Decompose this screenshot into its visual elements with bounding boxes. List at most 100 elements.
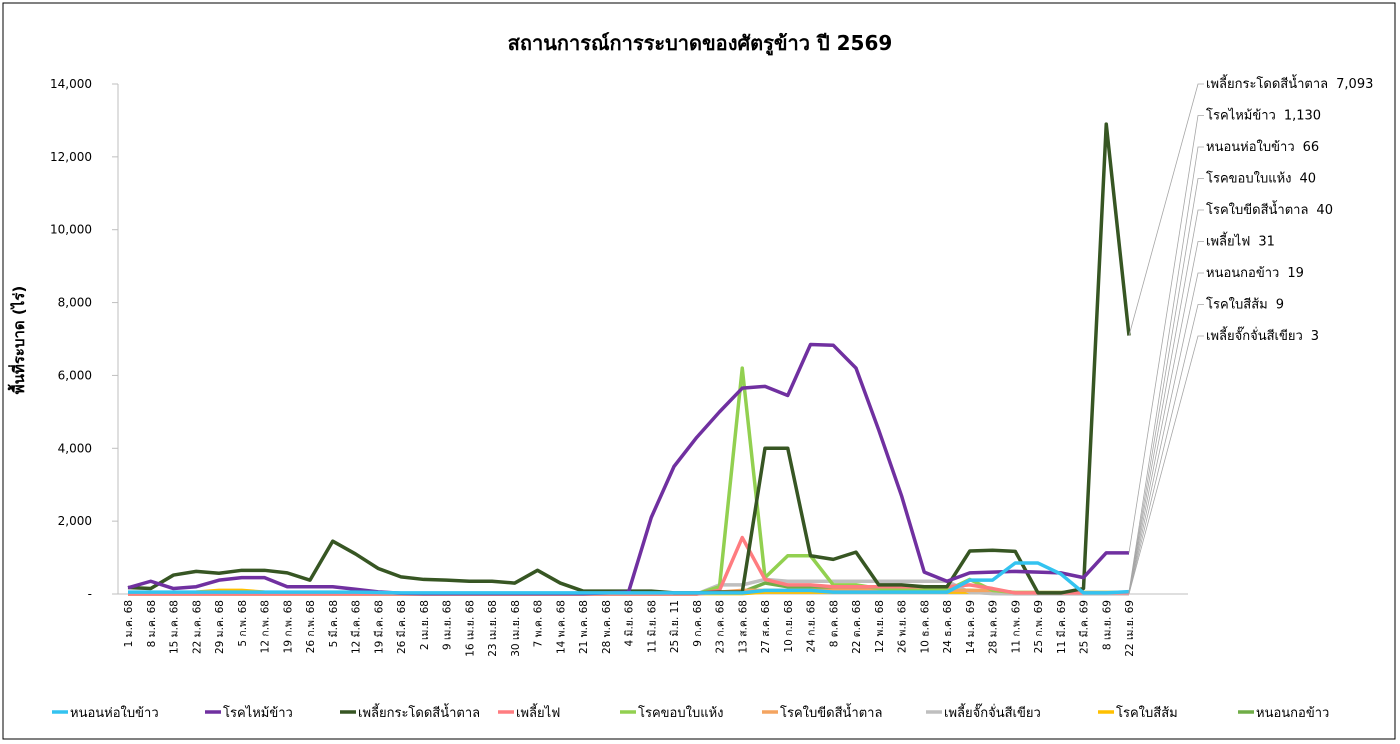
end-label-value: 19	[1287, 266, 1304, 281]
end-label: เพลี้ยกระโดดสีน้ำตาล 7,093	[1206, 74, 1373, 92]
y-tick-label: 8,000	[58, 296, 92, 310]
x-tick-label: 19 ก.พ. 68	[282, 600, 294, 653]
legend-label: โรคขอบใบแห้ง	[638, 705, 724, 721]
x-tick-label: 22 ต.ค. 68	[851, 600, 863, 654]
x-tick-label: 27 ส.ค. 68	[760, 600, 772, 654]
end-label-value: 9	[1276, 298, 1284, 313]
x-tick-label: 15 ม.ค. 68	[169, 600, 181, 654]
x-tick-label: 12 มี.ค. 68	[350, 600, 363, 654]
legend-label: เพลี้ยไฟ	[516, 703, 560, 721]
x-tick-label: 11 มิ.ย. 68	[646, 600, 658, 653]
x-tick-label: 8 ม.ค. 68	[146, 600, 158, 647]
x-tick-label: 26 พ.ย. 68	[897, 600, 909, 653]
end-label: เพลี้ยจั๊กจั่นสีเขียว 3	[1206, 326, 1319, 344]
legend-label: โรคไหม้ข้าว	[223, 705, 293, 721]
x-tick-label: 1 ม.ค. 68	[123, 600, 135, 647]
y-tick-label: 10,000	[50, 223, 92, 237]
end-label-name: หนอนห่อใบข้าว	[1206, 139, 1295, 155]
x-tick-label: 9 เม.ย. 68	[442, 600, 454, 650]
leader-line	[1128, 178, 1204, 593]
x-tick-label: 8 ต.ค. 68	[828, 600, 840, 647]
x-tick-label: 7 พ.ค. 68	[533, 600, 545, 647]
x-tick-label: 5 มี.ค. 68	[327, 600, 340, 647]
end-label: หนอนห่อใบข้าว 66	[1206, 139, 1319, 155]
end-label-name: โรคใบขีดสีน้ำตาล	[1206, 200, 1308, 218]
x-tick-label: 23 ก.ค. 68	[715, 600, 727, 653]
x-tick-label: 12 ก.พ. 68	[260, 600, 272, 653]
end-label-value: 66	[1303, 140, 1320, 155]
end-label-name: โรคใบสีส้ม	[1206, 297, 1268, 313]
x-tick-label: 5 ก.พ. 68	[237, 600, 249, 647]
x-tick-label: 19 มี.ค. 68	[372, 600, 385, 654]
x-tick-label: 23 เม.ย. 68	[487, 600, 499, 657]
end-label-value: 31	[1258, 235, 1275, 250]
leader-line	[1128, 146, 1204, 592]
x-tick-label: 14 พ.ค. 68	[555, 600, 567, 654]
x-tick-label: 11 ก.พ. 69	[1010, 600, 1022, 653]
y-axis-label: พื้นที่ระบาด (ไร่)	[7, 286, 28, 394]
x-tick-label: 24 ก.ย. 68	[806, 600, 818, 653]
y-tick-label: 6,000	[58, 368, 92, 382]
legend-label: เพลี้ยกระโดดสีน้ำตาล	[358, 703, 480, 721]
x-tick-label: 22 เม.ย. 69	[1124, 600, 1136, 657]
y-tick-label: -	[88, 587, 92, 601]
x-tick-label: 13 ส.ค. 68	[737, 600, 749, 654]
x-tick-label: 16 เม.ย. 68	[464, 600, 476, 657]
leader-line	[1128, 115, 1204, 553]
x-tick-label: 14 ม.ค. 69	[965, 600, 977, 654]
x-tick-label: 25 ก.พ. 69	[1033, 600, 1045, 653]
end-label-name: โรคขอบใบแห้ง	[1206, 171, 1292, 187]
end-label-value: 7,093	[1336, 77, 1373, 92]
end-label: โรคไหม้ข้าว 1,130	[1206, 108, 1321, 124]
legend-label: หนอนห่อใบข้าว	[70, 705, 159, 721]
x-tick-label: 25 มี.ค. 69	[1078, 600, 1091, 654]
x-tick-label: 8 เม.ย. 69	[1101, 600, 1113, 650]
end-label-value: 40	[1316, 203, 1333, 218]
series-line	[128, 561, 1130, 595]
end-label: หนอนกอข้าว 19	[1206, 266, 1304, 281]
x-tick-label: 4 มิ.ย. 68	[624, 600, 636, 646]
end-label: โรคใบขีดสีน้ำตาล 40	[1206, 200, 1333, 218]
y-tick-label: 4,000	[58, 441, 92, 455]
end-label-name: เพลี้ยไฟ	[1206, 232, 1250, 250]
leader-line	[1128, 241, 1204, 593]
x-tick-label: 2 เม.ย. 68	[419, 600, 431, 650]
x-tick-label: 28 ม.ค. 69	[988, 600, 1000, 654]
end-label-value: 3	[1311, 329, 1319, 344]
leader-line	[1128, 304, 1204, 594]
end-label: โรคขอบใบแห้ง 40	[1206, 171, 1316, 187]
end-label-name: โรคไหม้ข้าว	[1206, 108, 1276, 124]
x-tick-label: 22 ม.ค. 68	[191, 600, 203, 654]
legend-label: โรคใบสีส้ม	[1116, 705, 1178, 721]
end-label-name: เพลี้ยกระโดดสีน้ำตาล	[1206, 74, 1328, 92]
x-tick-label: 24 ธ.ค. 68	[942, 600, 954, 654]
end-label-value: 1,130	[1284, 109, 1321, 124]
end-label: โรคใบสีส้ม 9	[1206, 297, 1284, 313]
chart-title: สถานการณ์การระบาดของศัตรูข้าว ปี 2569	[508, 31, 893, 57]
legend-label: เพลี้ยจั๊กจั่นสีเขียว	[944, 703, 1041, 721]
x-tick-label: 26 มี.ค. 68	[395, 600, 408, 654]
x-tick-label: 9 ก.ค. 68	[692, 600, 704, 647]
leader-line	[1128, 83, 1204, 336]
x-tick-label: 11 มี.ค. 69	[1055, 600, 1068, 654]
y-tick-label: 12,000	[50, 150, 92, 164]
x-tick-label: 10 ก.ย. 68	[783, 600, 795, 653]
legend-label: โรคใบขีดสีน้ำตาล	[780, 703, 882, 721]
leader-line	[1128, 209, 1204, 593]
x-tick-label: 25 มิ.ย. 11	[669, 600, 681, 653]
x-tick-label: 28 พ.ค. 68	[601, 600, 613, 654]
x-tick-label: 12 พ.ย. 68	[874, 600, 886, 653]
x-tick-label: 29 ม.ค. 68	[214, 600, 226, 654]
y-tick-label: 2,000	[58, 514, 92, 528]
x-tick-label: 21 พ.ค. 68	[578, 600, 590, 654]
y-tick-label: 14,000	[50, 77, 92, 91]
legend-label: หนอนกอข้าว	[1256, 706, 1329, 721]
end-label-value: 40	[1300, 172, 1317, 187]
leader-line	[1128, 335, 1204, 594]
x-tick-label: 30 เม.ย. 68	[510, 600, 522, 657]
leader-line	[1128, 272, 1204, 594]
end-label: เพลี้ยไฟ 31	[1206, 232, 1275, 250]
end-label-name: หนอนกอข้าว	[1206, 266, 1279, 281]
x-tick-label: 26 ก.พ. 68	[305, 600, 317, 653]
